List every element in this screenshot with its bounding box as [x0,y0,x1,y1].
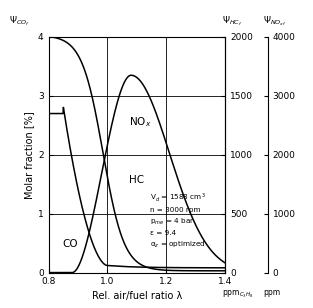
Text: CO: CO [63,239,79,249]
Text: NO$_x$: NO$_x$ [129,116,151,129]
Text: Ψ$_{CO_f}$: Ψ$_{CO_f}$ [9,14,30,28]
Y-axis label: Molar fraction [%]: Molar fraction [%] [24,111,34,199]
Text: ppm: ppm [263,288,280,297]
Text: Ψ$_{NO_{xf}}$: Ψ$_{NO_{xf}}$ [263,14,286,28]
X-axis label: Rel. air/fuel ratio λ: Rel. air/fuel ratio λ [92,291,182,301]
Text: ppm$_{C_3H_8}$: ppm$_{C_3H_8}$ [222,288,254,299]
Text: HC: HC [129,175,145,184]
Text: V$_d$ = 1588 cm$^3$
n = 3000 rpm
p$_{me}$ = 4 bar
ε = 9.4
α$_z$ = optimized: V$_d$ = 1588 cm$^3$ n = 3000 rpm p$_{me}… [150,192,206,250]
Text: Ψ$_{HC_f}$: Ψ$_{HC_f}$ [222,14,243,28]
